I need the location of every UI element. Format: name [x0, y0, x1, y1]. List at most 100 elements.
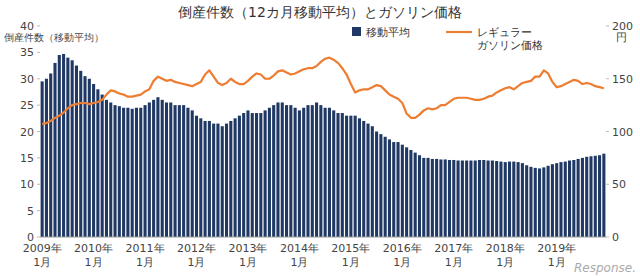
bar: [118, 106, 121, 237]
bar: [306, 105, 309, 237]
bar: [83, 76, 86, 237]
bar: [439, 159, 442, 237]
bar: [499, 162, 502, 237]
legend-label: レギュラーガソリン価格: [477, 26, 543, 52]
bar: [281, 102, 284, 237]
bar: [319, 105, 322, 237]
bar: [474, 161, 477, 237]
bar: [358, 118, 361, 237]
x-tick-label: 2010年1月: [74, 242, 113, 269]
x-tick-label: 2014年1月: [280, 242, 319, 269]
legend-item: レギュラーガソリン価格: [446, 26, 543, 52]
bar: [126, 108, 129, 237]
bar: [113, 105, 116, 237]
y-tick-label: 5: [27, 205, 34, 218]
y-tick: [37, 78, 40, 79]
bar: [212, 124, 215, 237]
bar: [53, 63, 56, 237]
bar: [551, 164, 554, 237]
bar: [517, 162, 520, 237]
bar: [79, 71, 82, 237]
bar: [452, 160, 455, 237]
plot-area: [41, 54, 606, 237]
bar: [276, 102, 279, 237]
y-tick: [37, 237, 40, 238]
bar: [255, 113, 258, 237]
bar: [144, 105, 147, 237]
y-tick: [37, 157, 40, 158]
y-axis-label: 倒産件数（移動平均）: [4, 32, 104, 43]
bar: [96, 89, 99, 237]
bar: [208, 121, 211, 237]
x-tick-label: 2016年1月: [383, 242, 422, 269]
x-tick-label: 2017年1月: [434, 242, 473, 269]
x-tick-label: 2012年1月: [177, 242, 216, 269]
bar: [414, 153, 417, 237]
bar: [174, 105, 177, 237]
bar: [345, 116, 348, 237]
bar: [122, 108, 125, 237]
bar: [529, 167, 532, 237]
bar: [448, 160, 451, 237]
bar: [302, 108, 305, 237]
x-axis: [40, 237, 606, 238]
bar: [101, 95, 104, 237]
bar: [294, 108, 297, 237]
bar: [362, 121, 365, 237]
bar: [191, 110, 194, 237]
watermark: Response.: [574, 261, 636, 275]
bar: [199, 118, 202, 237]
y2-tick-label: 200: [612, 20, 633, 33]
x-tick-label: 2018年1月: [486, 242, 525, 269]
bar: [264, 110, 267, 237]
bar: [341, 113, 344, 237]
bar: [311, 105, 314, 237]
x-tick-label: 2015年1月: [331, 242, 370, 269]
bar: [216, 124, 219, 237]
bar: [58, 55, 61, 237]
y2-tick-label: 150: [612, 73, 633, 86]
bar: [589, 156, 592, 237]
bar: [577, 159, 580, 237]
bar: [242, 113, 245, 237]
bar: [349, 116, 352, 237]
x-tick-label: 2011年1月: [126, 242, 165, 269]
bar: [49, 73, 52, 237]
bar: [401, 145, 404, 237]
bar: [272, 105, 275, 237]
bar: [45, 79, 48, 237]
bar: [259, 113, 262, 237]
bar: [221, 126, 224, 237]
y-tick-label: 10: [20, 178, 34, 191]
bar: [135, 108, 138, 237]
legend-item: 移動平均: [352, 26, 410, 39]
bar: [88, 79, 91, 237]
y-tick: [37, 26, 40, 27]
y-tick-label: 20: [20, 126, 34, 139]
bar: [315, 102, 318, 237]
x-tick-label: 2009年1月: [23, 242, 62, 269]
bar: [598, 155, 601, 237]
bar: [285, 105, 288, 237]
y2-tick: [606, 131, 609, 132]
y-tick: [37, 210, 40, 211]
bar: [354, 116, 357, 237]
bar: [547, 166, 550, 237]
bar: [568, 161, 571, 237]
bar: [66, 58, 69, 237]
bar: [512, 162, 515, 237]
y-tick-label: 25: [20, 99, 34, 112]
bar: [62, 54, 65, 237]
bar: [585, 157, 588, 237]
bar: [156, 97, 159, 237]
bar: [375, 132, 378, 238]
bar: [594, 156, 597, 237]
bar: [204, 121, 207, 237]
bar: [457, 161, 460, 237]
bar: [405, 147, 408, 237]
bar: [75, 66, 78, 237]
bar: [388, 139, 391, 237]
bar: [324, 108, 327, 237]
y-tick: [37, 105, 40, 106]
bar: [491, 161, 494, 237]
